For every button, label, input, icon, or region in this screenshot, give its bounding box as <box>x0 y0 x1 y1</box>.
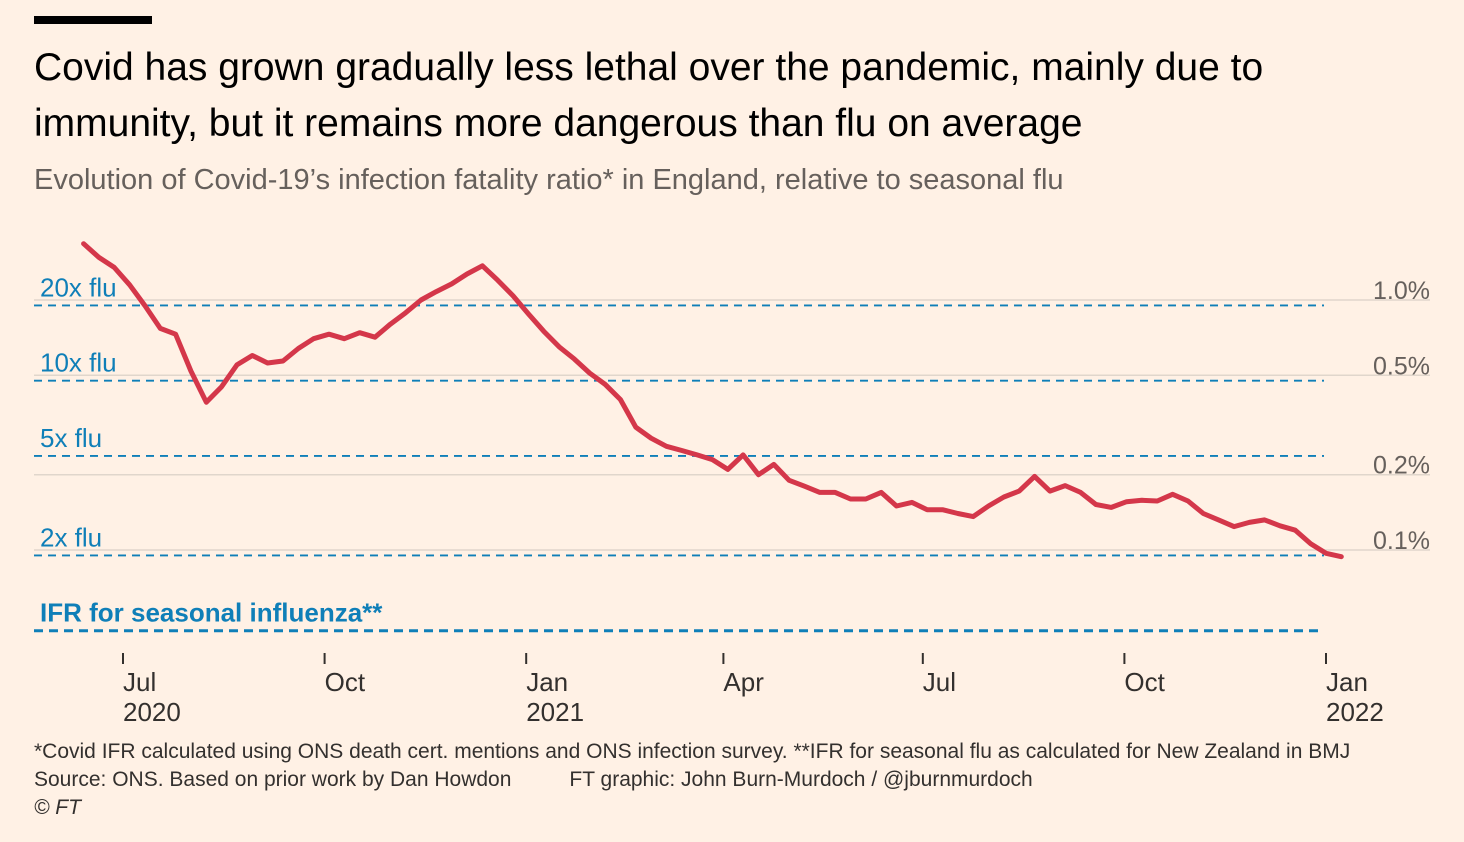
y-tick-label: 0.2% <box>1373 452 1430 480</box>
chart-title: Covid has grown gradually less lethal ov… <box>34 46 1264 145</box>
x-tick-label: Oct <box>1124 667 1165 697</box>
grid-layer <box>34 299 1430 551</box>
chart-subtitle: Evolution of Covid-19’s infection fatali… <box>34 164 1064 196</box>
x-tick-label: Oct <box>325 667 366 697</box>
y-axis: 1.0% 0.5% 0.2% 0.1% <box>1373 277 1430 555</box>
reference-line-label: IFR for seasonal influenza** <box>40 598 383 628</box>
footnote-ifr: *Covid IFR calculated using ONS death ce… <box>34 740 1351 763</box>
y-tick-label: 0.1% <box>1373 527 1430 555</box>
y-tick-label: 1.0% <box>1373 277 1430 305</box>
x-tick-year-label: 2022 <box>1326 697 1384 727</box>
y-tick-label: 0.5% <box>1373 352 1430 380</box>
x-tick-label: Jan <box>526 667 568 697</box>
copyright: © FT <box>34 796 81 819</box>
x-tick-label: Jul <box>123 667 156 697</box>
footnote-source-line: Source: ONS. Based on prior work by Dan … <box>34 768 1033 792</box>
ft-top-bar <box>34 16 152 24</box>
reference-line-label: 10x flu <box>40 348 117 378</box>
source-text: Source: ONS. Based on prior work by Dan … <box>34 768 512 791</box>
reference-line-label: 2x flu <box>40 522 102 552</box>
x-tick-label: Jul <box>923 667 956 697</box>
graphic-credit: FT graphic: John Burn-Murdoch / @jburnmu… <box>569 768 1033 791</box>
x-tick-year-label: 2021 <box>526 697 584 727</box>
ifr-series-line <box>81 241 1344 560</box>
x-tick-label: Apr <box>723 667 764 697</box>
series-layer <box>81 241 1344 560</box>
x-tick-year-label: 2020 <box>123 697 181 727</box>
reference-line-label: 5x flu <box>40 423 102 453</box>
x-tick-label: Jan <box>1326 667 1368 697</box>
reference-lines-layer: 20x flu 10x flu 5x flu 2x flu IFR for season… <box>34 272 1324 633</box>
reference-line-label: 20x flu <box>40 272 117 302</box>
